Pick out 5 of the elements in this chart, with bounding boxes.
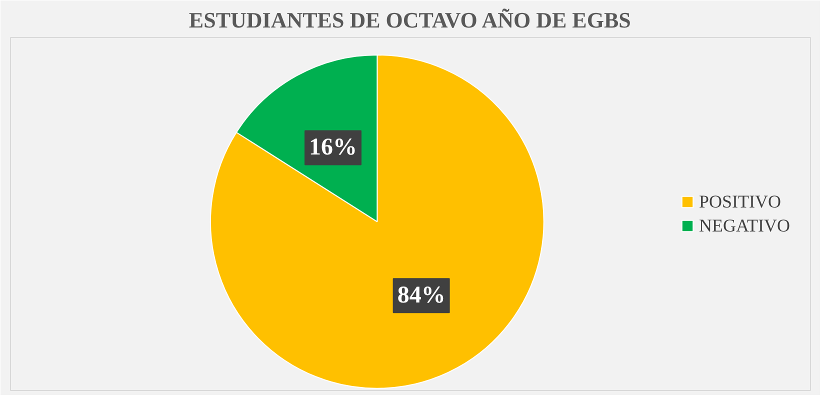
data-label: 84%: [397, 282, 446, 309]
legend-label: NEGATIVO: [699, 215, 790, 236]
data-label: 16%: [309, 134, 358, 161]
legend-label: POSITIVO: [699, 191, 782, 212]
chart-title: ESTUDIANTES DE OCTAVO AÑO DE EGBS: [188, 8, 631, 32]
